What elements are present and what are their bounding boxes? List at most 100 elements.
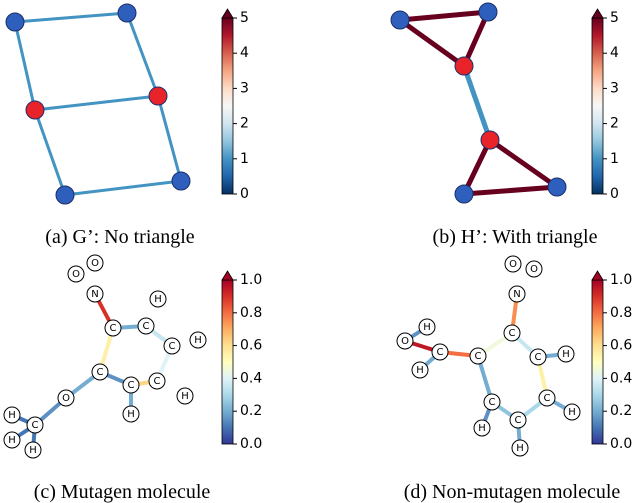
atom-node [563,403,581,421]
atom-node [176,387,194,405]
atom-node [511,439,529,457]
node [148,86,168,106]
colorbar [221,17,234,195]
atom-label: C [169,341,176,352]
colorbar-tick-label: 0.6 [240,338,262,354]
atom-label: C [97,367,104,378]
colorbar-tick-label: 2 [240,116,249,132]
panel-caption: (a) G’: No triangle [45,226,195,248]
atom-label: O [91,258,99,269]
node [478,2,498,22]
colorbar-tick-label: 1 [610,151,619,167]
colorbar-extension [591,270,604,281]
colorbar-tick-label: 0.4 [240,370,262,386]
panel: 0 1 2 3 4 5 (b) H’: With triangle [390,2,619,248]
atom-node [396,332,414,350]
atom-label: C [128,380,135,391]
atom-node [483,393,501,411]
colorbar-tick-label: 0.6 [610,338,632,354]
atom-label: H [194,335,202,346]
atom-node [529,348,547,366]
atom-node [67,265,85,283]
atom-node [3,406,21,424]
atom-node [508,285,526,303]
colorbar-tick-label: 0 [240,186,249,202]
edge [125,11,160,98]
atom-node [122,405,140,423]
panel: O O N C H O H C C C H C H C H C H 0.0 0.2 0.4 0.6 0.8 1.0 (d) N… [396,255,632,503]
atom-node [86,285,104,303]
atom-label: C [535,352,542,363]
colorbar-tick-label: 1.0 [240,272,262,288]
edge [461,137,493,197]
atom-node [431,343,449,361]
colorbar-tick-label: 3 [240,80,249,96]
edge [461,184,560,197]
atom-label: C [489,397,496,408]
node [25,100,45,120]
edge [33,94,160,112]
atom-node [418,318,436,336]
panel: 0 1 2 3 4 5 (a) G’: No triangle [5,3,249,248]
atom-label: H [568,407,576,418]
atom-node [57,389,75,407]
colorbar-tick-label: 2 [610,116,619,132]
atom-label: C [515,415,522,426]
atom-label: N [513,289,520,300]
node [117,3,137,23]
colorbar-tick-label: 4 [610,45,619,61]
atom-label: C [509,328,516,339]
panel-caption: (c) Mutagen molecule [34,481,211,503]
atom-label: H [423,322,431,333]
atom-node [189,331,207,349]
atom-label: H [8,410,16,421]
atom-label: O [509,259,517,270]
atom-node [509,411,527,429]
atom-node [525,260,543,278]
node [454,184,474,204]
edge [397,17,467,69]
atom-label: C [110,323,117,334]
atom-label: H [29,445,37,456]
atom-node [504,255,522,273]
colorbar-tick-label: 0.0 [610,436,632,452]
colorbar-tick-label: 3 [610,80,619,96]
edge [13,20,37,112]
atom-node [469,347,487,365]
colorbar [591,17,604,195]
colorbar [591,279,604,445]
atom-label: H [416,365,424,376]
edge [156,94,183,183]
edge [33,108,67,197]
node [547,177,567,197]
colorbar-tick-label: 0 [610,186,619,202]
atom-label: C [143,321,150,332]
colorbar-extension [591,8,604,19]
atom-label: O [72,269,80,280]
atom-label: O [62,393,70,404]
atom-label: H [562,349,570,360]
colorbar [221,279,234,445]
colorbar-tick-label: 0.4 [610,370,632,386]
edge [63,179,183,197]
colorbar-tick-label: 0.2 [610,403,632,419]
atom-node [411,361,429,379]
edge [461,63,493,143]
atom-node [86,254,104,272]
node [480,130,500,150]
atom-node [557,345,575,363]
atom-node [163,337,181,355]
atom-node [26,416,44,434]
atom-label: H [8,435,16,446]
colorbar-extension [221,8,234,19]
node [390,10,410,30]
atom-label: H [181,391,189,402]
atom-node [538,389,556,407]
atom-node [3,431,21,449]
panel-caption: (d) Non-mutagen molecule [404,481,621,503]
atom-label: O [401,336,409,347]
atom-label: H [154,294,162,305]
atom-label: N [91,289,98,300]
colorbar-tick-label: 0.0 [240,436,262,452]
